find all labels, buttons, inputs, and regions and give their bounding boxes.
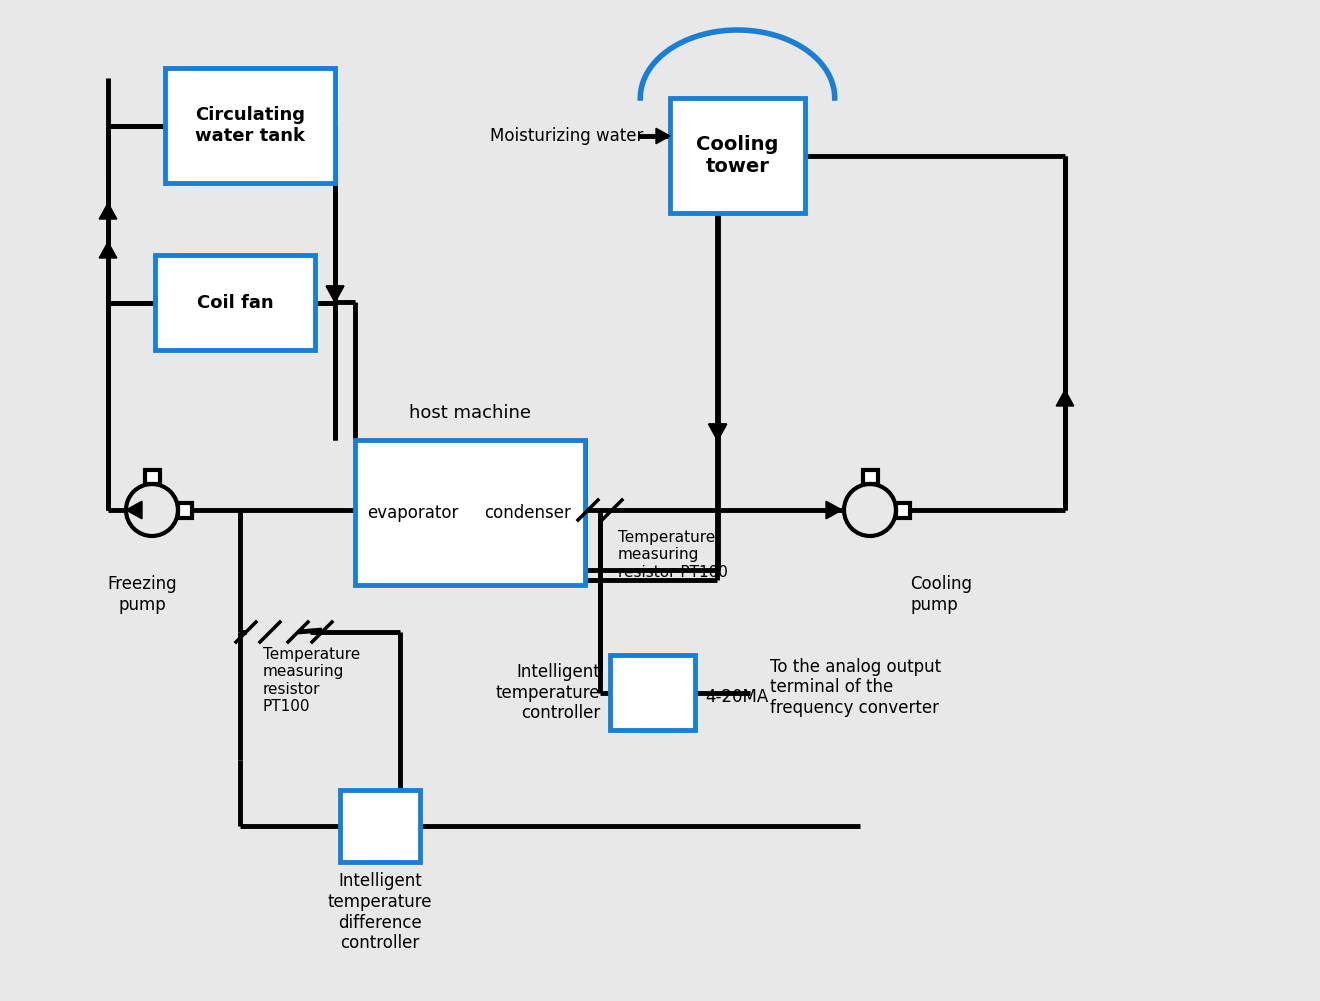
Text: Intelligent
temperature
controller: Intelligent temperature controller xyxy=(495,663,601,723)
Polygon shape xyxy=(99,203,116,219)
Text: Coil fan: Coil fan xyxy=(197,293,273,311)
Bar xyxy=(178,503,191,518)
Polygon shape xyxy=(125,502,143,519)
Text: host machine: host machine xyxy=(409,404,531,422)
Bar xyxy=(144,470,160,484)
Polygon shape xyxy=(99,242,116,258)
Text: To the analog output
terminal of the
frequency converter: To the analog output terminal of the fre… xyxy=(770,658,941,718)
Polygon shape xyxy=(709,424,727,440)
Text: evaporator: evaporator xyxy=(367,504,458,522)
Polygon shape xyxy=(326,286,343,302)
Bar xyxy=(671,98,805,213)
Text: condenser: condenser xyxy=(484,504,572,522)
Polygon shape xyxy=(826,502,842,519)
Bar xyxy=(355,440,585,585)
Text: Circulating
water tank: Circulating water tank xyxy=(195,106,305,145)
Text: Cooling
pump: Cooling pump xyxy=(909,575,972,614)
Text: Moisturizing water: Moisturizing water xyxy=(490,127,643,145)
Polygon shape xyxy=(656,128,671,144)
Polygon shape xyxy=(326,286,343,302)
Text: 4-20MA: 4-20MA xyxy=(705,689,768,707)
Bar xyxy=(154,255,315,350)
Bar xyxy=(341,790,420,862)
Text: Freezing
pump: Freezing pump xyxy=(107,575,177,614)
Polygon shape xyxy=(709,424,726,440)
Bar xyxy=(896,503,909,518)
Text: Temperature
measuring
resistor
PT100: Temperature measuring resistor PT100 xyxy=(263,647,360,714)
Text: Intelligent
temperature
difference
controller: Intelligent temperature difference contr… xyxy=(327,872,432,952)
Bar xyxy=(165,68,335,183)
Polygon shape xyxy=(1056,390,1073,406)
Text: Cooling
tower: Cooling tower xyxy=(697,135,779,176)
Text: Temperature
measuring
resistor PT100: Temperature measuring resistor PT100 xyxy=(618,530,727,580)
Bar xyxy=(862,470,878,484)
Bar xyxy=(610,655,696,730)
